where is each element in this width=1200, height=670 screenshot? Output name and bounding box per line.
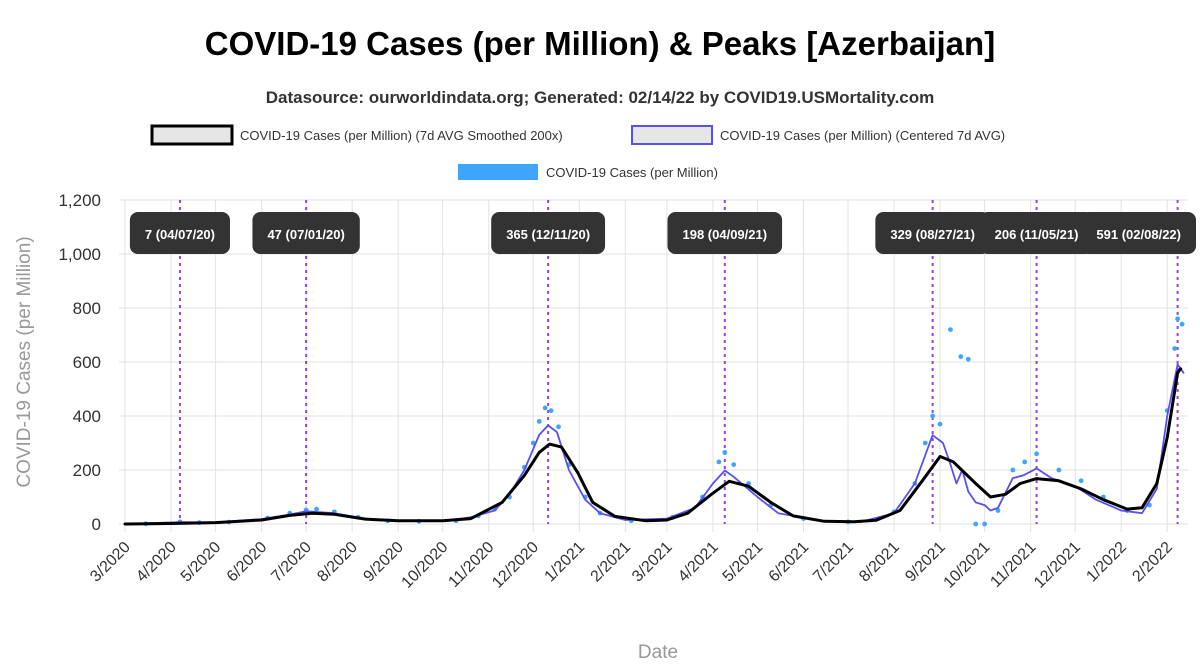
raw-point (536, 419, 542, 424)
raw-point (965, 356, 971, 362)
raw-point (995, 508, 1001, 513)
x-tick-label: 11/2020 (445, 539, 497, 591)
peak-label-text: 198 (04/09/21) (683, 227, 768, 242)
legend-swatch-raw (458, 164, 538, 180)
peak-label: 47 (07/01/20) (252, 212, 360, 254)
raw-point (1034, 451, 1039, 457)
peak-label: 198 (04/09/21) (667, 212, 783, 254)
peak-labels: 7 (04/07/20) 47 (07/01/20) 365 (12/11/20) 1… (129, 212, 1196, 254)
x-axis-title: Date (638, 642, 678, 663)
peak-label-text: 365 (12/11/20) (506, 227, 590, 242)
raw-point (1179, 321, 1185, 327)
x-tick-label: 11/2021 (987, 539, 1039, 591)
legend-item-raw[interactable]: COVID-19 Cases (per Million) (458, 164, 718, 180)
x-tick-label: 2/2022 (1129, 539, 1176, 586)
x-tick-label: 5/2020 (178, 539, 225, 586)
legend-swatch-smoothed (150, 124, 234, 146)
y-tick-label: 800 (73, 299, 101, 318)
peak-label-box (979, 212, 1094, 254)
raw-point (958, 354, 964, 359)
x-tick-label: 8/2020 (314, 539, 361, 586)
smoothed-line (123, 367, 1183, 526)
series-lines (123, 363, 1185, 526)
raw-point (1022, 459, 1028, 465)
raw-point (973, 521, 979, 527)
peak-label: 591 (02/08/22) (1081, 212, 1196, 254)
raw-point (548, 408, 554, 413)
raw-point (731, 462, 737, 467)
peak-label-box (129, 212, 230, 254)
chart-title: COVID-19 Cases (per Million) & Peaks [Az… (205, 25, 995, 62)
x-tick-label: 12/2020 (489, 539, 542, 592)
y-tick-label: 200 (73, 461, 101, 480)
raw-point (1172, 346, 1178, 351)
peak-label-text: 7 (04/07/20) (145, 227, 215, 242)
y-tick-label: 1,200 (58, 191, 101, 210)
raw-point (982, 521, 988, 527)
y-tick-label: 600 (73, 353, 101, 372)
x-tick-label: 3/2020 (87, 539, 134, 586)
x-tick-label: 2/2021 (588, 539, 635, 586)
x-tick-label: 3/2021 (629, 539, 676, 586)
raw-point (1078, 478, 1084, 484)
peak-label-text: 47 (07/01/20) (267, 227, 344, 242)
y-tick-label: 1,000 (58, 245, 101, 264)
y-tick-label: 0 (92, 515, 101, 534)
x-tick-label: 7/2020 (268, 539, 315, 586)
peak-label-box (667, 212, 783, 254)
x-tick-label: 7/2021 (810, 539, 857, 586)
x-tick-label: 10/2021 (941, 539, 994, 592)
peak-label: 365 (12/11/20) (491, 212, 606, 254)
peak-label-box (1081, 212, 1196, 254)
peak-lines (178, 200, 1179, 524)
raw-point (930, 413, 936, 419)
raw-point (922, 440, 928, 446)
x-tick-label: 8/2021 (856, 539, 903, 586)
raw-point (716, 459, 722, 465)
peak-label-text: 206 (11/05/21) (995, 227, 1079, 242)
peak-label-box (875, 212, 990, 254)
y-axis-title: COVID-19 Cases (per Million) (14, 236, 35, 487)
legend-label-raw: COVID-19 Cases (per Million) (546, 165, 718, 180)
legend-label-smoothed: COVID-19 Cases (per Million) (7d AVG Smo… (240, 128, 563, 143)
chart-subtitle: Datasource: ourworldindata.org; Generate… (266, 88, 935, 107)
peak-label: 206 (11/05/21) (979, 212, 1094, 254)
raw-point (937, 421, 943, 427)
peak-label: 329 (08/27/21) (875, 212, 990, 254)
x-tick-label: 4/2021 (675, 539, 722, 586)
legend-item-smoothed[interactable]: COVID-19 Cases (per Million) (7d AVG Smo… (150, 124, 563, 146)
peak-label: 7 (04/07/20) (129, 212, 230, 254)
legend-swatch-centered (631, 125, 713, 145)
raw-point (314, 506, 319, 512)
x-tick-label: 1/2022 (1083, 539, 1130, 586)
legend-label-centered: COVID-19 Cases (per Million) (Centered 7… (720, 128, 1005, 143)
x-tick-label: 6/2021 (766, 539, 813, 586)
legend-item-centered[interactable]: COVID-19 Cases (per Million) (Centered 7… (631, 125, 1005, 145)
raw-point (556, 424, 561, 430)
raw-point (1175, 316, 1181, 322)
raw-point (1010, 467, 1016, 473)
peak-label-box (252, 212, 360, 254)
centered-avg-line (124, 363, 1185, 525)
x-tick-label: 6/2020 (224, 539, 271, 586)
x-tick-label: 12/2021 (1031, 539, 1084, 592)
peak-label-text: 591 (02/08/22) (1096, 227, 1181, 242)
y-axis: 0 200 400 600 800 1,000 1,200 (58, 191, 101, 534)
x-tick-label: 10/2020 (399, 539, 452, 592)
x-tick-label: 1/2021 (542, 539, 589, 586)
legend: COVID-19 Cases (per Million) (7d AVG Smo… (150, 124, 1005, 180)
peak-label-text: 329 (08/27/21) (890, 227, 975, 242)
peak-label-box (491, 212, 606, 254)
raw-point (542, 405, 548, 411)
raw-cases-points (143, 316, 1185, 527)
raw-point (948, 327, 953, 332)
x-tick-label: 4/2020 (133, 539, 180, 586)
y-tick-label: 400 (73, 407, 101, 426)
x-tick-label: 5/2021 (720, 539, 767, 586)
raw-point (1056, 467, 1062, 473)
raw-point (722, 450, 728, 455)
